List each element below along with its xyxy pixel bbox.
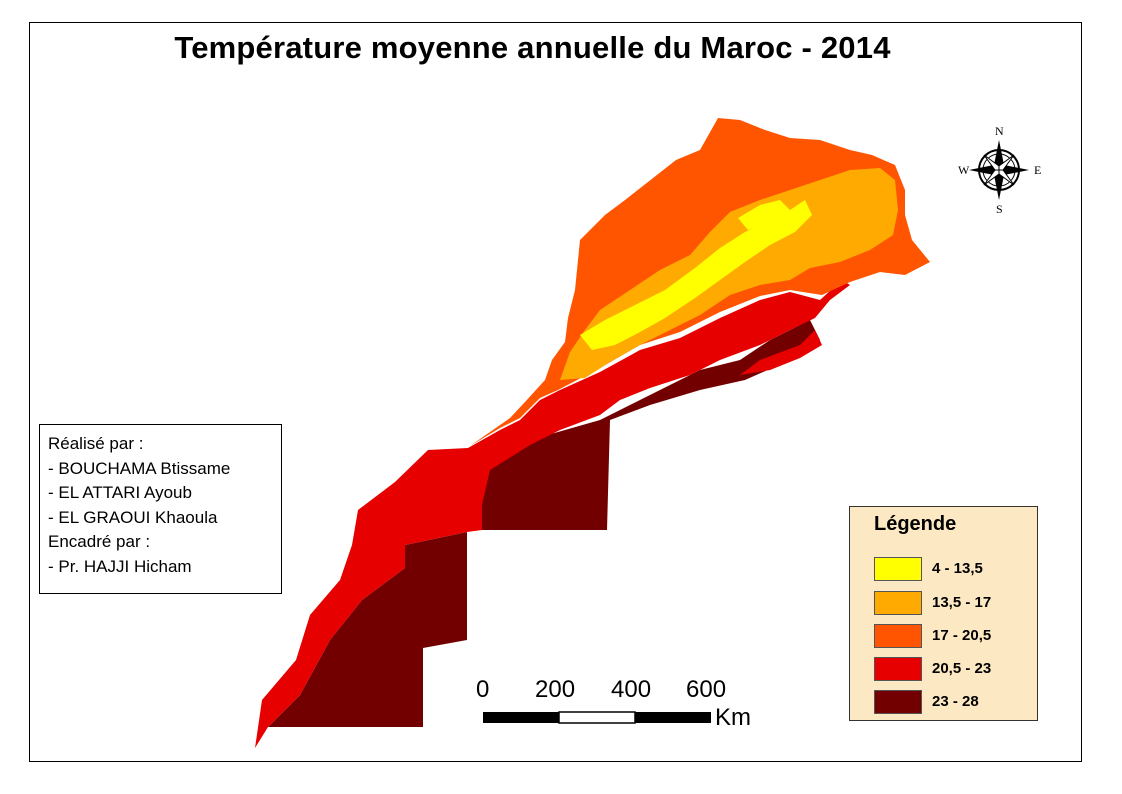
scale-label-400: 400	[611, 676, 652, 703]
legend-box: Légende 4 - 13,5 13,5 - 17 17 - 20,5 20,…	[849, 506, 1038, 721]
legend-swatch	[874, 591, 922, 615]
zone-4-13-5	[580, 200, 812, 350]
scale-bar	[483, 711, 711, 724]
credits-box: Réalisé par : - BOUCHAMA Btissame - EL A…	[39, 424, 282, 594]
credits-line: Encadré par :	[48, 532, 151, 551]
map-title: Température moyenne annuelle du Maroc - …	[174, 30, 891, 65]
compass-north-label: N	[995, 124, 1004, 138]
credits-line: - EL GRAOUI Khaoula	[48, 507, 218, 527]
scale-label-0: 0	[476, 676, 490, 703]
credits-line: Réalisé par :	[48, 434, 144, 453]
credits-line: - EL ATTARI Ayoub	[48, 483, 192, 502]
legend-label: 17 - 20,5	[932, 627, 992, 644]
scale-label-600: 600	[686, 676, 727, 703]
legend-swatch	[874, 624, 922, 648]
zone-23-28	[268, 320, 820, 727]
legend-swatch	[874, 557, 922, 581]
legend-swatch	[874, 657, 922, 681]
legend-label: 4 - 13,5	[932, 560, 983, 577]
scale-label-200: 200	[535, 676, 576, 703]
compass-east-label: E	[1034, 163, 1042, 177]
legend-swatch	[874, 690, 922, 714]
compass-west-label: W	[958, 163, 970, 177]
legend-label: 20,5 - 23	[932, 660, 992, 677]
legend-label: 13,5 - 17	[932, 594, 992, 611]
legend-title: Légende	[874, 513, 957, 535]
legend-label: 23 - 28	[932, 693, 979, 710]
zone-20-5-23	[255, 280, 850, 748]
compass-south-label: S	[996, 202, 1003, 216]
scale-unit: Km	[715, 704, 751, 731]
north-arrow-icon	[969, 140, 1029, 200]
credits-line: - Pr. HAJJI Hicham	[48, 556, 192, 576]
credits-line: - BOUCHAMA Btissame	[48, 458, 231, 478]
